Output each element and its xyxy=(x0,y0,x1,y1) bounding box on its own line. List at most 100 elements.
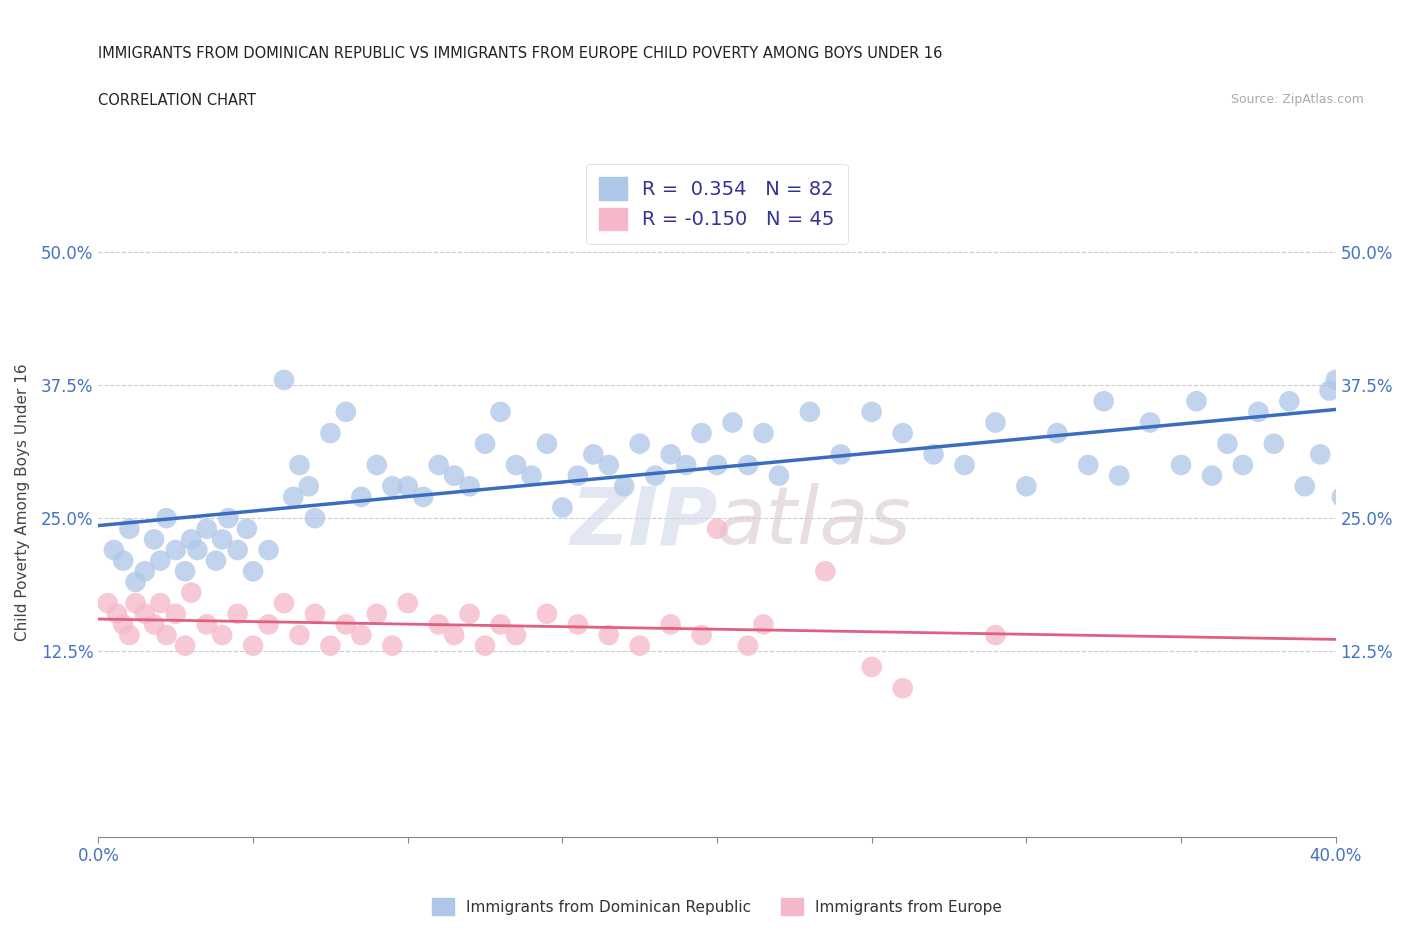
Point xyxy=(427,617,450,631)
Point xyxy=(1108,468,1130,483)
Point xyxy=(628,436,651,451)
Point xyxy=(273,596,295,611)
Point xyxy=(242,638,264,653)
Point xyxy=(242,564,264,578)
Point xyxy=(1340,277,1362,292)
Point xyxy=(737,638,759,653)
Point xyxy=(1324,373,1347,388)
Point xyxy=(350,489,373,504)
Text: Source: ZipAtlas.com: Source: ZipAtlas.com xyxy=(1230,93,1364,106)
Point xyxy=(205,553,228,568)
Point xyxy=(217,511,239,525)
Point xyxy=(1319,383,1341,398)
Legend: Immigrants from Dominican Republic, Immigrants from Europe: Immigrants from Dominican Republic, Immi… xyxy=(425,890,1010,923)
Point xyxy=(799,405,821,419)
Point xyxy=(891,681,914,696)
Point xyxy=(381,479,404,494)
Point xyxy=(257,542,280,557)
Point xyxy=(505,628,527,643)
Point xyxy=(381,638,404,653)
Point xyxy=(112,553,135,568)
Point xyxy=(984,415,1007,430)
Point xyxy=(659,447,682,462)
Point xyxy=(814,564,837,578)
Point xyxy=(236,522,259,537)
Point xyxy=(520,468,543,483)
Point xyxy=(283,489,305,504)
Point xyxy=(675,458,697,472)
Point xyxy=(768,468,790,483)
Point xyxy=(124,575,146,590)
Point xyxy=(598,458,620,472)
Point xyxy=(105,606,128,621)
Point xyxy=(134,564,156,578)
Point xyxy=(1216,436,1239,451)
Point xyxy=(443,468,465,483)
Point xyxy=(211,532,233,547)
Point xyxy=(1309,447,1331,462)
Point xyxy=(412,489,434,504)
Point xyxy=(174,564,197,578)
Point xyxy=(1247,405,1270,419)
Point xyxy=(953,458,976,472)
Point xyxy=(304,511,326,525)
Point xyxy=(288,628,311,643)
Point xyxy=(690,628,713,643)
Point xyxy=(830,447,852,462)
Point xyxy=(1185,393,1208,408)
Point xyxy=(143,617,166,631)
Point xyxy=(474,638,496,653)
Point xyxy=(1330,489,1353,504)
Point xyxy=(112,617,135,631)
Point xyxy=(536,606,558,621)
Point xyxy=(304,606,326,621)
Point xyxy=(155,511,177,525)
Point xyxy=(103,542,125,557)
Point xyxy=(118,522,141,537)
Point xyxy=(1170,458,1192,472)
Point xyxy=(706,458,728,472)
Point xyxy=(165,542,187,557)
Point xyxy=(1077,458,1099,472)
Point xyxy=(860,659,883,674)
Point xyxy=(582,447,605,462)
Point xyxy=(659,617,682,631)
Point xyxy=(257,617,280,631)
Point xyxy=(1232,458,1254,472)
Point xyxy=(195,522,218,537)
Point xyxy=(752,617,775,631)
Point xyxy=(489,617,512,631)
Point xyxy=(752,426,775,441)
Point xyxy=(891,426,914,441)
Point xyxy=(1263,436,1285,451)
Point xyxy=(1278,393,1301,408)
Point xyxy=(335,617,357,631)
Point xyxy=(143,532,166,547)
Point xyxy=(134,606,156,621)
Text: IMMIGRANTS FROM DOMINICAN REPUBLIC VS IMMIGRANTS FROM EUROPE CHILD POVERTY AMONG: IMMIGRANTS FROM DOMINICAN REPUBLIC VS IM… xyxy=(98,46,943,61)
Point xyxy=(458,606,481,621)
Point xyxy=(1294,479,1316,494)
Text: ZIP: ZIP xyxy=(569,484,717,562)
Point xyxy=(165,606,187,621)
Text: atlas: atlas xyxy=(717,484,912,562)
Point xyxy=(721,415,744,430)
Point xyxy=(1092,393,1115,408)
Point xyxy=(860,405,883,419)
Point xyxy=(737,458,759,472)
Point xyxy=(97,596,120,611)
Point xyxy=(1139,415,1161,430)
Point xyxy=(567,468,589,483)
Point xyxy=(319,638,342,653)
Point xyxy=(335,405,357,419)
Point xyxy=(984,628,1007,643)
Point xyxy=(118,628,141,643)
Point xyxy=(396,596,419,611)
Point xyxy=(1015,479,1038,494)
Point xyxy=(706,522,728,537)
Point xyxy=(180,532,202,547)
Point xyxy=(598,628,620,643)
Point xyxy=(298,479,321,494)
Point xyxy=(366,458,388,472)
Point xyxy=(443,628,465,643)
